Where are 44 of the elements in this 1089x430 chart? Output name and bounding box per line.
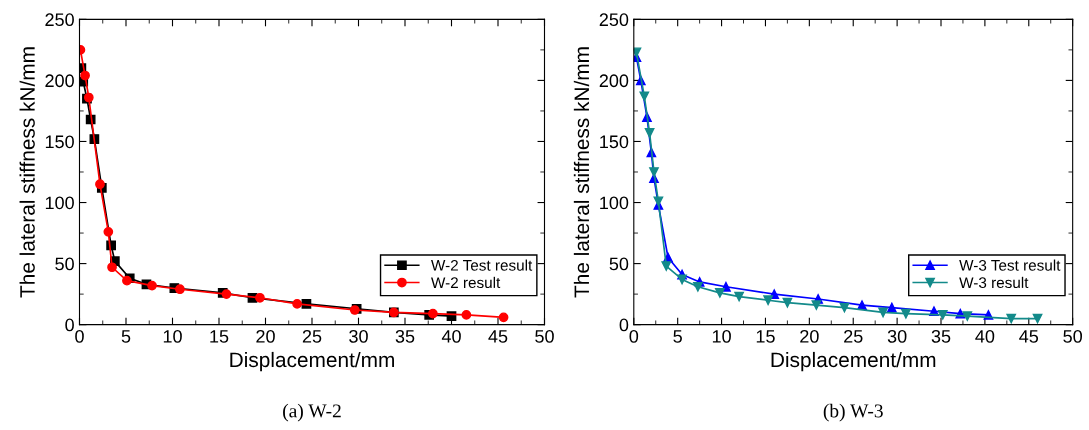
x-tick-label: 25 — [844, 329, 863, 343]
x-tick-label: 30 — [349, 329, 368, 343]
y-tick-label: 100 — [45, 196, 74, 210]
x-axis-title: Displacement/mm — [771, 351, 936, 372]
y-tick-label: 150 — [45, 135, 74, 149]
legend-label: W-3 Test result — [959, 259, 1061, 271]
x-tick-label: 10 — [163, 329, 182, 343]
x-tick-label: 25 — [302, 329, 322, 343]
x-tick-label: 15 — [210, 330, 229, 343]
text: (b) W-3 — [823, 403, 883, 422]
x-tick-label: 50 — [1063, 329, 1082, 343]
y-tick-label: 0 — [619, 318, 629, 332]
y-axis-title: The lateral stiffness kN/mm — [19, 47, 35, 298]
x-tick-label: 20 — [800, 329, 819, 343]
legend-label: W-2 Test result — [431, 259, 533, 271]
legend-label: W-3 result — [959, 276, 1029, 289]
x-tick-label: 45 — [1019, 330, 1039, 343]
y-tick-label: 250 — [599, 13, 629, 27]
x-tick-label: 30 — [887, 329, 907, 343]
y-tick-label: 150 — [600, 135, 629, 149]
x-tick-label: 5 — [121, 330, 131, 343]
x-tick-label: 35 — [395, 329, 415, 343]
x-tick-label: 15 — [756, 330, 775, 343]
text: (a) W-2 — [283, 403, 341, 422]
x-tick-label: 40 — [975, 329, 995, 343]
x-axis-title: Displacement/mm — [230, 351, 394, 372]
y-tick-label: 200 — [599, 74, 629, 88]
x-tick-label: 45 — [488, 330, 508, 343]
x-tick-label: 50 — [535, 329, 554, 343]
y-tick-label: 50 — [55, 257, 74, 271]
x-tick-label: 35 — [931, 329, 951, 343]
legend-label: W-2 result — [431, 276, 501, 289]
x-tick-label: 40 — [441, 329, 461, 343]
y-tick-label: 200 — [45, 74, 74, 88]
x-tick-label: 5 — [673, 330, 682, 343]
y-tick-label: 250 — [45, 13, 74, 27]
y-tick-label: 0 — [65, 318, 74, 332]
x-tick-label: 0 — [629, 329, 639, 343]
y-tick-label: 100 — [600, 196, 629, 210]
y-tick-label: 50 — [609, 257, 629, 271]
x-tick-label: 20 — [256, 329, 275, 343]
x-tick-label: 10 — [712, 329, 731, 343]
x-tick-label: 0 — [75, 329, 84, 343]
y-axis-title: The lateral stiffness kN/mm — [573, 47, 590, 298]
